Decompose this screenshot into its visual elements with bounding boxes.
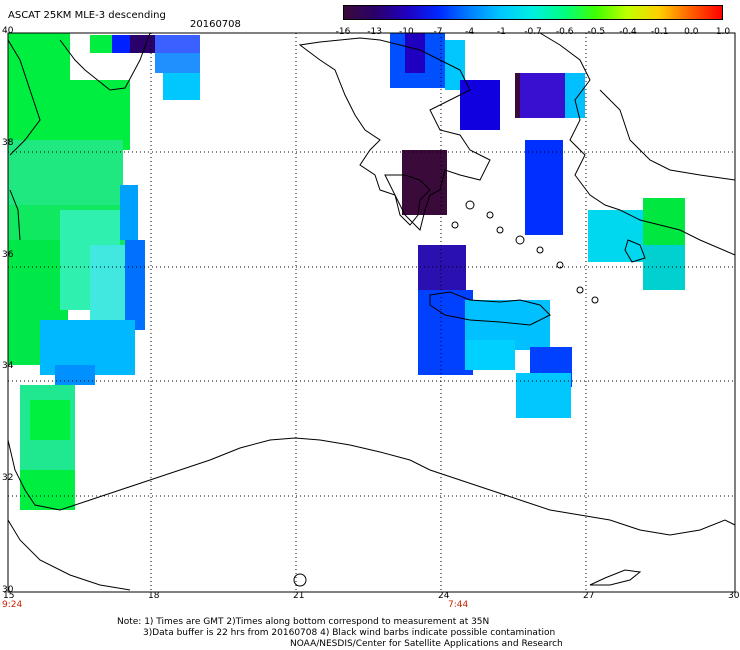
coastlines <box>7 32 736 591</box>
colorbar-label: -0.6 <box>555 27 574 37</box>
note-line-2: 3)Data buffer is 22 hrs from 20160708 4)… <box>143 628 556 638</box>
note-line-3: NOAA/NESDIS/Center for Satellite Applica… <box>290 639 563 649</box>
swath-east <box>390 33 685 418</box>
colorbar-label: -7 <box>433 27 443 37</box>
map-frame <box>7 32 736 593</box>
colorbar-label: -0.5 <box>587 27 606 37</box>
latitude-label: 38 <box>2 137 14 148</box>
colorbar-label: -0.1 <box>650 27 669 37</box>
colorbar-label: -1 <box>496 27 506 37</box>
colorbar-label: -4 <box>465 27 475 37</box>
note-line-1: Note: 1) Times are GMT 2)Times along bot… <box>117 617 490 627</box>
colorbar-label: -0.7 <box>524 27 542 37</box>
colorbar-label: -16 <box>335 27 351 37</box>
time-label-west: 9:24 <box>2 600 23 610</box>
colorbar-label: -0.4 <box>619 27 637 37</box>
longitude-label: 24 <box>438 591 450 601</box>
swath-west <box>8 33 200 510</box>
longitude-label: 30 <box>728 591 740 601</box>
longitude-label: 21 <box>293 591 305 601</box>
colorbar <box>343 5 723 20</box>
time-label-center: 7:44 <box>448 600 469 610</box>
colorbar-label: -10 <box>398 27 414 37</box>
latitude-label: 30 <box>2 585 14 595</box>
colorbar-label: 0.0 <box>684 27 699 37</box>
map-title: ASCAT 25KM MLE-3 descending <box>8 10 166 21</box>
longitude-label: 15 <box>3 591 15 601</box>
longitude-label: 18 <box>148 591 160 601</box>
latitude-label: 32 <box>2 473 14 484</box>
colorbar-label: -13 <box>367 27 383 37</box>
map-date: 20160708 <box>190 19 241 30</box>
latitude-label: 34 <box>2 361 14 372</box>
longitude-label: 27 <box>583 591 595 601</box>
latitude-label: 36 <box>2 249 14 260</box>
latitude-label: 40 <box>2 26 14 36</box>
colorbar-label: 1.0 <box>715 27 731 37</box>
